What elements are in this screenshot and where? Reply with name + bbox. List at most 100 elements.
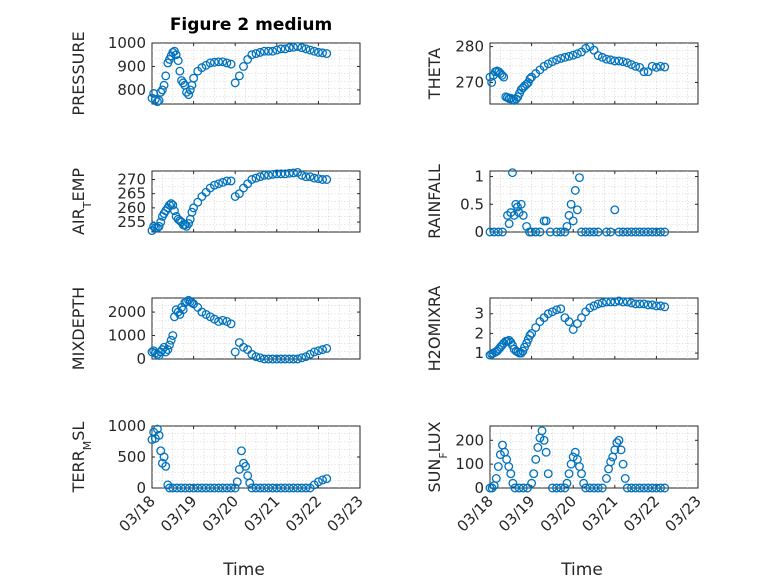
- data-point: [560, 227, 570, 237]
- data-point: [535, 227, 545, 237]
- data-point: [618, 459, 628, 469]
- data-point: [618, 297, 628, 307]
- data-point: [525, 74, 535, 84]
- data-point: [639, 299, 649, 309]
- data-point: [161, 71, 171, 81]
- data-point: [268, 169, 278, 179]
- y-tick-label: 265: [117, 185, 146, 203]
- data-point: [309, 173, 319, 183]
- data-point: [541, 447, 551, 457]
- data-point: [570, 185, 580, 195]
- data-point: [172, 483, 182, 493]
- data-point: [218, 315, 228, 325]
- data-point: [620, 474, 630, 483]
- data-point: [193, 197, 203, 207]
- data-point: [656, 61, 666, 71]
- data-point: [305, 45, 315, 55]
- data-point: [626, 298, 636, 308]
- data-point: [547, 57, 557, 67]
- data-point: [560, 52, 570, 62]
- data-point: [606, 297, 616, 307]
- data-point: [201, 483, 211, 493]
- subplot-4: 0 0.5 1 RAINFALL: [425, 164, 699, 241]
- data-point: [581, 483, 591, 493]
- x-tick-label: 03/21: [240, 492, 283, 535]
- y-tick-label: 900: [117, 57, 146, 75]
- data-point: [272, 483, 282, 493]
- data-point: [165, 200, 174, 210]
- data-point: [560, 483, 570, 493]
- data-point: [639, 483, 649, 493]
- data-point: [259, 46, 269, 56]
- data-point: [175, 66, 185, 76]
- x-tick-label: 03/19: [495, 492, 538, 535]
- data-point: [170, 206, 179, 216]
- data-point: [222, 483, 232, 493]
- data-point: [150, 94, 160, 104]
- data-point: [205, 58, 215, 68]
- data-point: [297, 483, 307, 493]
- data-point: [255, 47, 265, 57]
- data-point: [154, 221, 164, 231]
- data-point: [152, 424, 162, 434]
- data-point: [593, 51, 603, 61]
- data-point: [226, 483, 236, 493]
- data-point: [508, 168, 517, 178]
- data-point: [631, 299, 641, 309]
- data-point: [187, 207, 197, 217]
- data-point: [226, 319, 236, 329]
- data-point: [280, 483, 290, 493]
- data-point: [602, 227, 611, 237]
- data-point: [159, 452, 169, 462]
- data-point: [643, 483, 653, 493]
- data-point: [226, 59, 236, 69]
- data-point: [552, 55, 562, 65]
- data-point: [313, 477, 323, 487]
- data-point: [614, 227, 624, 237]
- data-point: [610, 56, 620, 66]
- data-point: [309, 46, 319, 56]
- data-point: [288, 354, 298, 364]
- data-point: [165, 340, 174, 350]
- data-point: [643, 67, 653, 77]
- data-point: [247, 175, 257, 184]
- data-point: [585, 227, 595, 237]
- data-point: [288, 168, 298, 178]
- data-point: [489, 227, 499, 237]
- data-point: [635, 483, 645, 493]
- data-point: [284, 168, 294, 178]
- data-point: [168, 331, 178, 340]
- data-point: [547, 307, 557, 317]
- data-point: [209, 483, 219, 493]
- data-point: [631, 227, 641, 237]
- x-axis-label: Time: [222, 560, 265, 580]
- data-point: [533, 443, 543, 452]
- data-point: [284, 483, 294, 493]
- data-point: [268, 483, 278, 493]
- data-point: [276, 169, 286, 179]
- data-point: [276, 44, 286, 54]
- data-point: [509, 210, 519, 220]
- data-point: [297, 170, 307, 180]
- data-point: [156, 217, 166, 227]
- data-point: [518, 483, 528, 493]
- data-point: [493, 227, 503, 237]
- data-point: [635, 227, 645, 237]
- data-point: [626, 227, 636, 237]
- data-point: [288, 42, 298, 52]
- data-point: [161, 461, 171, 471]
- data-point: [313, 174, 323, 184]
- data-point: [593, 483, 603, 493]
- data-point: [184, 90, 194, 100]
- data-point: [568, 50, 578, 60]
- data-point: [602, 297, 611, 307]
- data-point: [156, 87, 166, 97]
- data-point: [297, 353, 307, 363]
- data-point: [154, 96, 164, 105]
- y-tick-label: 1000: [108, 327, 146, 345]
- data-point: [226, 176, 236, 186]
- x-tick-label: 03/22: [620, 492, 663, 535]
- data-point: [656, 227, 666, 237]
- data-point: [276, 354, 286, 364]
